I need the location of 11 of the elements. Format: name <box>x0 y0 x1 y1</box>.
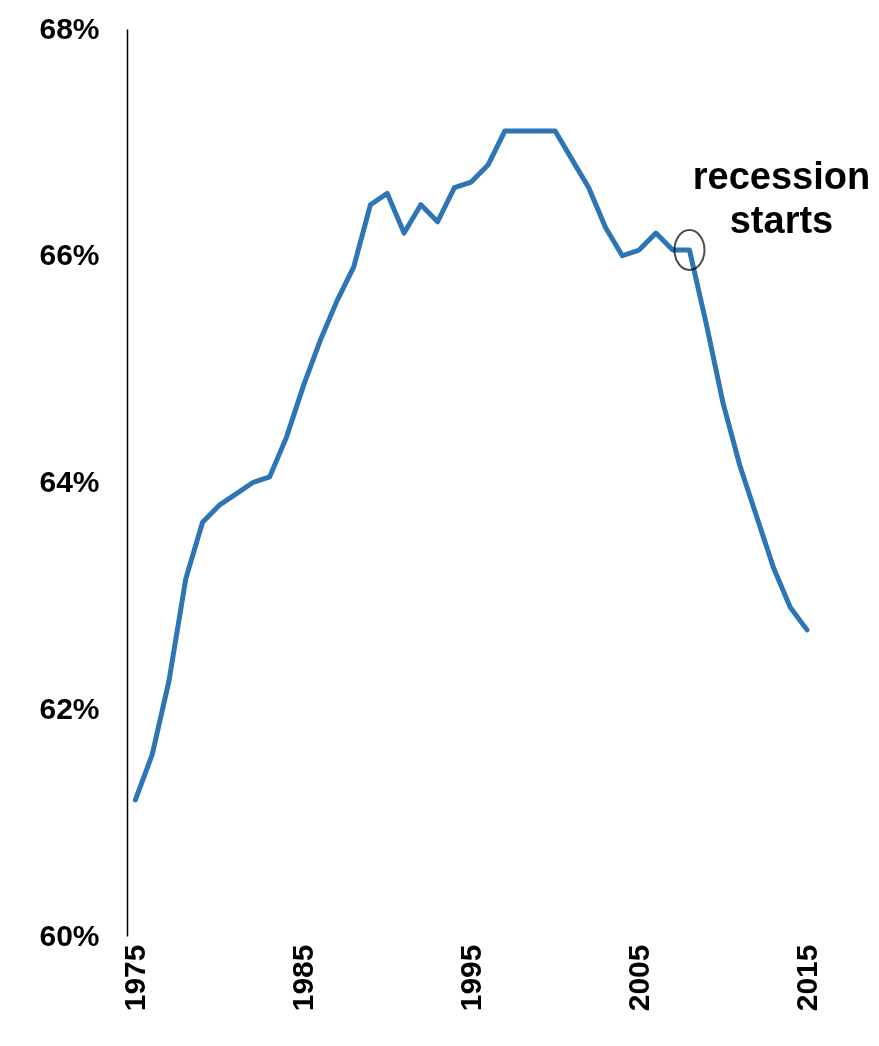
x-tick-label: 1995 <box>453 944 487 1012</box>
x-tick-label: 2005 <box>621 944 655 1012</box>
y-tick-label: 66% <box>39 238 100 272</box>
y-tick-label: 62% <box>39 691 100 725</box>
y-tick-label: 60% <box>39 918 100 952</box>
annotation: recession starts <box>692 155 871 242</box>
x-tick-label: 1975 <box>117 944 151 1012</box>
x-tick-label: 2015 <box>789 944 823 1012</box>
x-tick-label: 1985 <box>285 944 319 1012</box>
y-tick-label: 68% <box>39 11 100 45</box>
y-tick-label: 64% <box>39 465 100 498</box>
